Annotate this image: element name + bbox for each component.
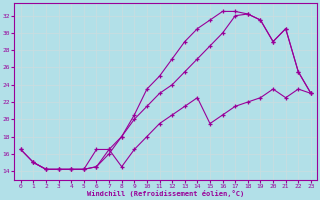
X-axis label: Windchill (Refroidissement éolien,°C): Windchill (Refroidissement éolien,°C) <box>87 190 244 197</box>
